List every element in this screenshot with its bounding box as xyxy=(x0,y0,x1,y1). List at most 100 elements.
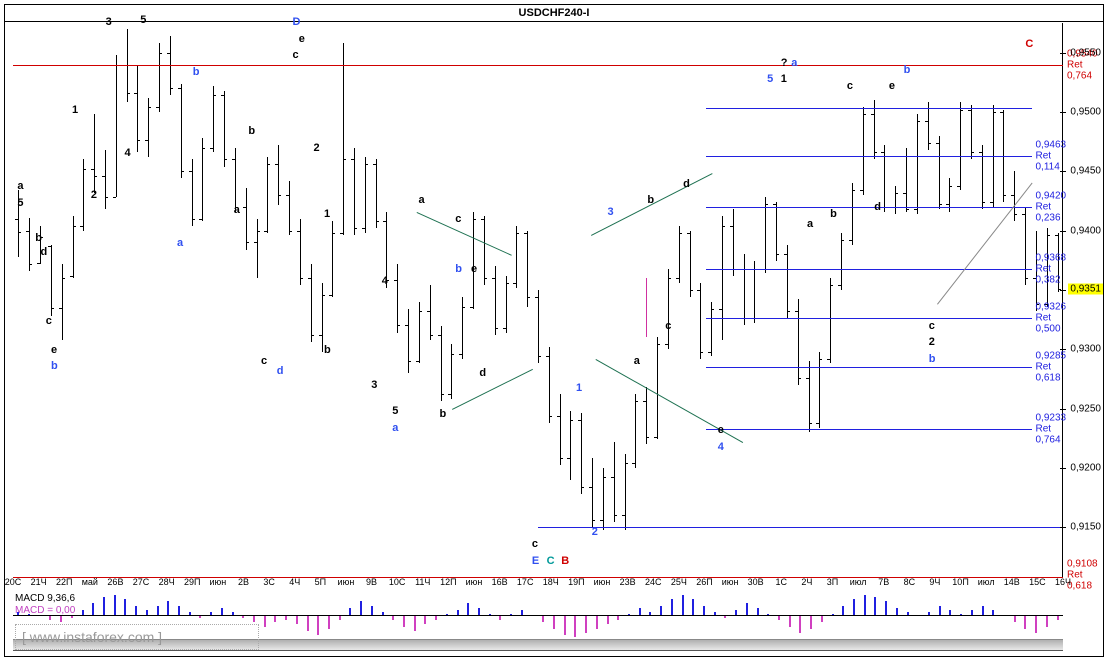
wave-label: c xyxy=(532,538,538,550)
x-tick-label: 23В xyxy=(620,577,636,587)
macd-bar xyxy=(199,616,201,618)
ohlc-bar xyxy=(159,43,160,112)
wave-label: e xyxy=(299,33,305,45)
macd-bar xyxy=(671,599,673,616)
macd-bar xyxy=(810,616,812,629)
macd-bar xyxy=(285,616,287,620)
x-tick-label: 24С xyxy=(645,577,662,587)
horizontal-line xyxy=(706,367,1032,368)
wave-label: 3 xyxy=(608,206,614,218)
macd-bar xyxy=(596,616,598,629)
y-tick-label: 0,9250 xyxy=(1070,403,1101,414)
x-tick-label: 9Ч xyxy=(929,577,940,587)
ohlc-bar xyxy=(765,197,766,273)
horizontal-line xyxy=(706,156,1032,157)
ohlc-bar xyxy=(267,157,268,233)
y-tick-mark xyxy=(1060,468,1066,469)
marker-line xyxy=(646,278,647,337)
macd-bar xyxy=(392,616,394,620)
watermark: [ www.instaforex.com ] xyxy=(15,624,259,650)
ohlc-bar xyxy=(592,458,593,527)
wave-label: 5 xyxy=(392,405,398,417)
ohlc-bar xyxy=(646,387,647,444)
x-tick-label: 26П xyxy=(696,577,712,587)
x-tick-label: июн xyxy=(594,577,611,587)
wave-label: a xyxy=(419,194,425,206)
ohlc-bar xyxy=(614,442,615,523)
macd-bar xyxy=(1046,616,1048,627)
ohlc-bar xyxy=(971,105,972,160)
x-tick-label: 12П xyxy=(440,577,456,587)
macd-bar xyxy=(724,616,726,618)
ohlc-bar xyxy=(852,183,853,245)
x-tick-label: 1С xyxy=(776,577,788,587)
x-tick-label: 19П xyxy=(568,577,584,587)
wave-label: 4 xyxy=(718,441,724,453)
chart-frame: USDCHF240-I 0,9540 Ret 0,7640,9463 Ret 0… xyxy=(4,4,1104,657)
wave-label: c xyxy=(46,315,52,327)
ohlc-bar xyxy=(300,219,301,285)
ohlc-bar xyxy=(495,266,496,335)
ohlc-bar xyxy=(917,114,918,214)
ohlc-bar xyxy=(311,264,312,342)
x-tick-label: 2Ч xyxy=(801,577,812,587)
ohlc-bar xyxy=(213,86,214,152)
x-tick-label: 8С xyxy=(904,577,916,587)
wave-label: 3 xyxy=(106,16,112,28)
wave-label: 2 xyxy=(592,526,598,538)
x-tick-label: 10С xyxy=(389,577,406,587)
y-tick-label: 0,9400 xyxy=(1070,225,1101,236)
channel-line xyxy=(452,368,533,409)
ohlc-bar xyxy=(776,202,777,261)
x-tick-label: 17С xyxy=(517,577,534,587)
wave-label: D xyxy=(293,16,301,28)
ohlc-bar xyxy=(603,468,604,530)
x-axis-area: 20С21Ч22Пмай26В27С28Ч29Пиюн2В3С4Ч5Пиюн9В… xyxy=(13,577,1063,591)
x-tick-label: 20С xyxy=(5,577,22,587)
x-tick-label: 22П xyxy=(56,577,72,587)
ohlc-bar xyxy=(722,216,723,339)
x-tick-label: 29П xyxy=(184,577,200,587)
y-tick-mark xyxy=(1060,231,1066,232)
wave-label: d xyxy=(683,178,690,190)
wave-label: b xyxy=(35,232,42,244)
wave-label: d xyxy=(479,367,486,379)
ohlc-bar xyxy=(657,337,658,439)
ohlc-bar xyxy=(192,159,193,225)
y-tick-label: 0,9200 xyxy=(1070,462,1101,473)
ohlc-bar xyxy=(235,148,236,212)
x-tick-label: 7В xyxy=(878,577,889,587)
ohlc-bar xyxy=(830,278,831,363)
ohlc-bar xyxy=(29,218,30,271)
ohlc-bar xyxy=(711,302,712,357)
wave-label: ? xyxy=(781,57,788,69)
wave-label: d xyxy=(277,365,284,377)
wave-label: 2 xyxy=(91,189,97,201)
wave-label: C xyxy=(547,555,555,567)
macd-bar xyxy=(564,616,566,635)
macd-bar xyxy=(682,595,684,616)
ohlc-bar xyxy=(484,216,485,285)
horizontal-line-label: 0,9420 Ret 0,236 xyxy=(1036,190,1067,223)
macd-bar xyxy=(360,601,362,616)
ohlc-bar xyxy=(516,226,517,288)
wave-label: b xyxy=(248,125,255,137)
ohlc-bar xyxy=(549,347,550,423)
ohlc-bar xyxy=(354,148,355,236)
ohlc-bar xyxy=(527,231,528,307)
ohlc-bar xyxy=(787,245,788,319)
main-chart-area[interactable]: 0,9540 Ret 0,7640,9463 Ret 0,1140,9420 R… xyxy=(13,23,1063,577)
horizontal-line xyxy=(706,207,1032,208)
x-tick-label: 9В xyxy=(366,577,377,587)
ohlc-bar xyxy=(560,394,561,465)
horizontal-line-label: 0,9326 Ret 0,500 xyxy=(1036,302,1067,335)
y-tick-mark xyxy=(1060,349,1066,350)
macd-bar xyxy=(296,616,298,624)
x-tick-label: 2В xyxy=(238,577,249,587)
ohlc-bar xyxy=(939,136,940,210)
macd-bar xyxy=(789,616,791,627)
wave-label: a xyxy=(392,422,398,434)
macd-bar xyxy=(574,616,576,637)
ohlc-bar xyxy=(1014,171,1015,221)
y-tick-label: 0,9550 xyxy=(1070,47,1101,58)
